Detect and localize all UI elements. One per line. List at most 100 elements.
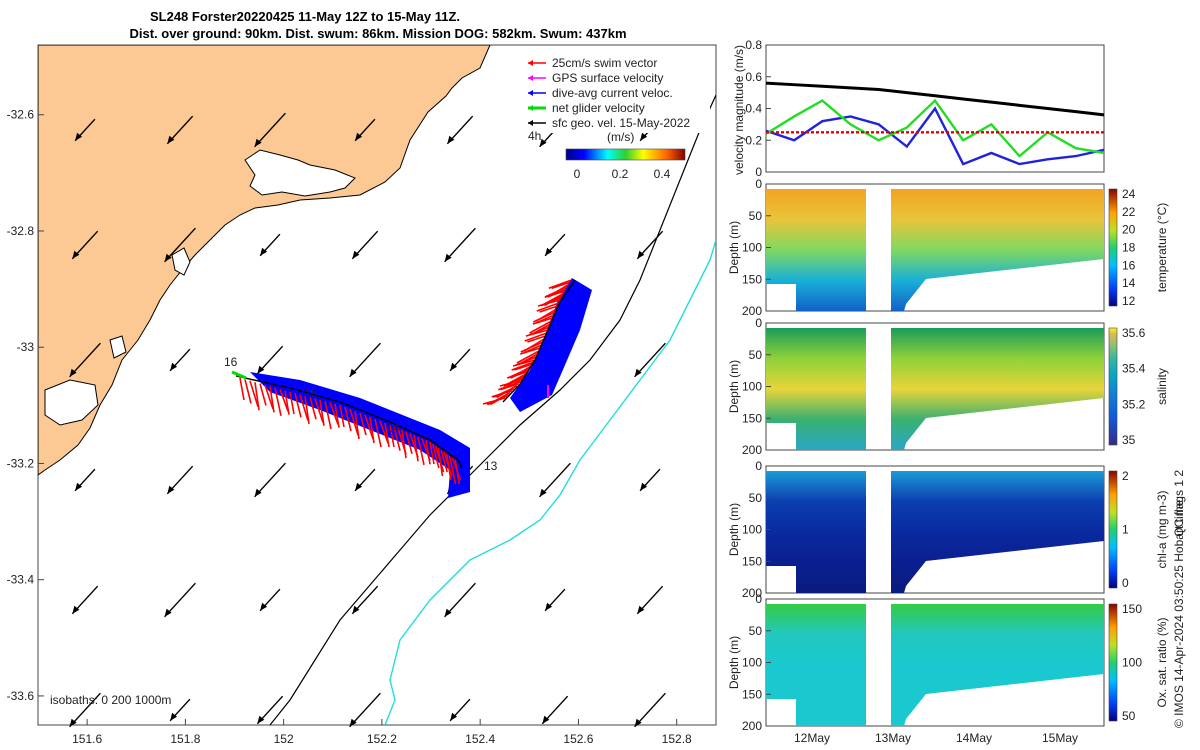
- track-line: [235, 375, 463, 469]
- sfc-velocity-arrow: [169, 698, 191, 722]
- swim-vector: [529, 320, 552, 334]
- legend-label: net glider velocity: [552, 101, 645, 115]
- sfc-velocity-arrow: [634, 692, 666, 728]
- colorbar-tick: 20: [1122, 223, 1136, 237]
- day-label-15: 15: [304, 387, 318, 401]
- sfc-velocity-arrow: [354, 468, 376, 492]
- title-line-2: Dist. over ground: 90km. Dist. swum: 86k…: [129, 26, 626, 41]
- swim-vector: [506, 375, 525, 387]
- swim-vector: [279, 388, 289, 412]
- section-panel: 0 50 100 150 200 Depth (m) 2 1 0 chl-a (mg m-3): [727, 459, 1169, 600]
- colorbar-tick: 1: [1122, 523, 1129, 537]
- colorbar-tick: 0.2: [612, 167, 629, 181]
- current-vector-fan: [510, 278, 592, 412]
- velocity-series-line: [765, 81, 1105, 117]
- lake: [44, 379, 99, 426]
- sfc-velocity-arrow: [351, 230, 379, 260]
- sfc-velocity-arrow: [636, 585, 664, 615]
- sfc-velocity-arrow: [354, 118, 376, 142]
- speed-colorbar: [565, 148, 686, 161]
- sfc-velocity-arrow: [166, 465, 194, 495]
- sfc-velocity-arrow: [349, 342, 381, 378]
- legend-label: sfc geo. vel. 15-May-2022: [552, 116, 690, 130]
- swim-vector: [249, 380, 259, 408]
- depth-tick: 0: [755, 459, 762, 473]
- swim-vector: [532, 323, 551, 335]
- time-tick: 13May: [875, 731, 911, 745]
- depth-tick: 150: [742, 554, 762, 568]
- map-y-tick: -33.6: [7, 689, 35, 703]
- depth-ylabel: Depth (m): [727, 636, 741, 689]
- map-x-tick: 151.6: [72, 732, 102, 746]
- isobath-1000m: [384, 239, 716, 725]
- time-tick: 12May: [794, 731, 830, 745]
- map-axes: 151.6 151.8 152 152.2 152.4 152.6 152.8 -32.6 -3…: [7, 108, 692, 746]
- footer-credit: © IMOS 14-Apr-2024 03:50:25 Hobart time.: [1172, 496, 1186, 728]
- swim-vector: [304, 395, 310, 425]
- day-label-14: 14: [386, 421, 400, 435]
- sfc-velocity-arrow: [539, 462, 571, 498]
- swim-vector: [374, 418, 382, 448]
- depth-tick: 150: [742, 411, 762, 425]
- surface-velocity-arrows: [69, 112, 666, 728]
- depth-tick: 100: [742, 380, 762, 394]
- sfc-velocity-arrow: [634, 342, 666, 378]
- swim-vector: [324, 400, 332, 430]
- depth-tick: 200: [742, 443, 762, 457]
- sfc-velocity-arrow: [164, 227, 196, 263]
- depth-ylabel: Depth (m): [727, 503, 741, 556]
- sfc-velocity-arrow: [444, 582, 476, 618]
- section-colorbar: [1108, 327, 1118, 446]
- colorbar-tick: 50: [1122, 709, 1136, 723]
- depth-tick: 150: [742, 272, 762, 286]
- colorbar-title: (m/s): [607, 130, 634, 144]
- swim-vector: [349, 408, 359, 436]
- swim-vector: [551, 281, 570, 290]
- swim-vector: [417, 436, 425, 466]
- swim-vector: [448, 455, 457, 485]
- sfc-velocity-arrow: [351, 585, 379, 615]
- swim-vector: [440, 449, 448, 473]
- depth-tick: 0: [755, 316, 762, 330]
- sfc-velocity-arrow: [74, 468, 96, 492]
- swim-vector: [547, 283, 569, 298]
- swim-vector: [254, 382, 260, 411]
- sfc-velocity-arrow: [69, 342, 101, 378]
- sfc-velocity-arrow: [169, 348, 191, 372]
- swim-vector: [539, 305, 558, 313]
- colorbar-label: salinity: [1155, 368, 1169, 405]
- colorbar-label: temperature (°C): [1155, 203, 1169, 293]
- swim-vector: [523, 344, 542, 354]
- sfc-velocity-arrow: [636, 230, 664, 260]
- swim-vector: [344, 406, 352, 432]
- swim-vector: [548, 279, 572, 289]
- swim-vector: [259, 383, 267, 406]
- sfc-velocity-arrow: [544, 233, 566, 257]
- colorbar-tick: 35.2: [1122, 397, 1146, 411]
- swim-vector: [519, 353, 538, 365]
- swim-vector: [393, 426, 401, 451]
- swim-vector: [384, 422, 390, 448]
- time-step-label: 4h: [528, 129, 541, 143]
- depth-tick: 100: [742, 523, 762, 537]
- lake: [171, 247, 191, 276]
- swim-vector: [541, 292, 564, 307]
- swim-vector: [359, 412, 367, 436]
- depth-tick: 0: [755, 177, 762, 191]
- map-y-tick: -32.6: [7, 108, 35, 122]
- sfc-velocity-arrow: [71, 585, 99, 615]
- lake: [244, 149, 356, 197]
- legend-label: GPS surface velocity: [552, 71, 663, 85]
- title-line-1: SL248 Forster20220425 11-May 12Z to 15-M…: [150, 9, 460, 24]
- swim-vector: [514, 363, 533, 371]
- swim-vector: [289, 391, 295, 415]
- colorbar-tick: 22: [1122, 205, 1136, 219]
- swim-vector: [425, 440, 431, 465]
- swim-vector: [369, 416, 375, 444]
- velocity-series-line: [765, 106, 1105, 166]
- sfc-velocity-arrow: [449, 348, 471, 372]
- sfc-velocity-arrow: [259, 233, 281, 257]
- depth-tick: 200: [742, 304, 762, 318]
- section-panel: 0 50 100 150 200 Depth (m) 24 22 20 18 16 14 12 tempe…: [727, 177, 1169, 318]
- colorbar-tick: 0.4: [654, 167, 671, 181]
